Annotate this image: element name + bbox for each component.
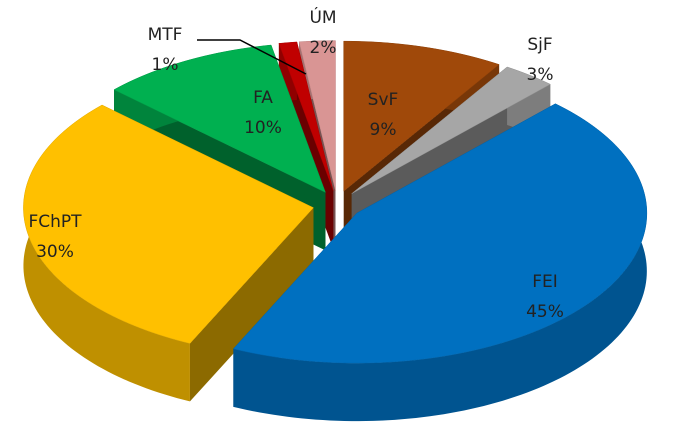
slice-side	[189, 207, 314, 402]
data-label-value: 10%	[244, 118, 282, 138]
data-label-value: 30%	[36, 242, 74, 262]
data-label-value: 3%	[527, 65, 554, 85]
data-label-value: 2%	[310, 38, 337, 58]
data-label-value: 45%	[526, 302, 564, 322]
slice-top	[343, 40, 500, 192]
slice-outer	[233, 103, 647, 422]
data-label-name: SvF	[368, 90, 399, 110]
slice-top	[298, 40, 336, 191]
slice-top	[232, 103, 648, 364]
data-label-value: 9%	[370, 120, 397, 140]
data-label-name: SjF	[527, 35, 552, 55]
slice-top	[113, 44, 326, 193]
data-label-value: 1%	[152, 55, 179, 75]
slice-top	[23, 104, 314, 344]
leader-line	[197, 39, 307, 75]
data-label-name: ÚM	[309, 6, 336, 28]
data-label-name: FChPT	[28, 212, 82, 232]
data-label-name: FA	[253, 88, 273, 108]
slice-top	[351, 66, 551, 194]
data-label-name: MTF	[148, 25, 183, 45]
slice	[23, 104, 314, 402]
data-label-name: FEI	[532, 272, 558, 292]
slice	[232, 103, 648, 422]
slice-top	[278, 41, 334, 191]
